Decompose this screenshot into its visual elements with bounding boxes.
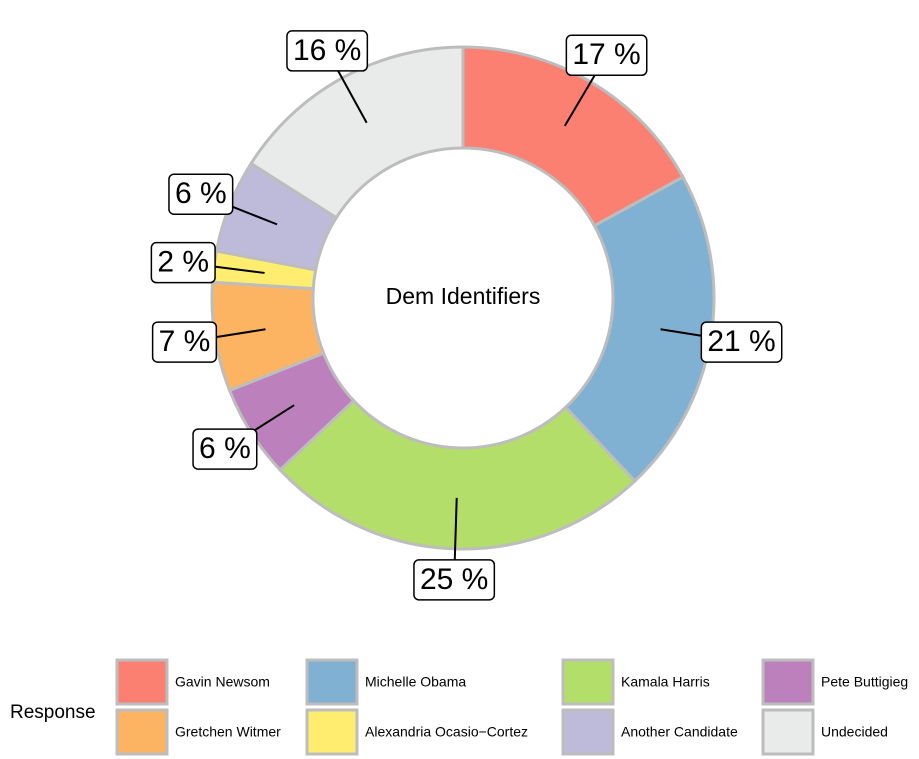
- value-label-text: 7 %: [159, 325, 211, 358]
- legend-key: [115, 708, 169, 756]
- legend-label: Kamala Harris: [621, 674, 710, 690]
- legend-key: [761, 658, 815, 706]
- legend-label: Gavin Newsom: [175, 674, 270, 690]
- legend-label: Gretchen Witmer: [175, 724, 281, 740]
- legend-label: Pete Buttigieg: [821, 674, 908, 690]
- legend-key: [761, 708, 815, 756]
- value-label: 2 %: [150, 241, 216, 284]
- value-label-text: 16 %: [293, 34, 361, 67]
- label-box: [168, 173, 234, 215]
- chart-title: Dem Identifiers: [386, 283, 541, 309]
- value-label: 21 %: [700, 321, 783, 363]
- label-box: [151, 321, 218, 363]
- label-box: [413, 559, 496, 601]
- donut-segment: [249, 45, 465, 220]
- value-label: 17 %: [565, 34, 648, 77]
- legend-key: [561, 658, 615, 706]
- legend-title: Response: [10, 702, 96, 723]
- value-label: 25 %: [413, 559, 496, 601]
- value-label: 6 %: [168, 173, 234, 215]
- value-label-text: 21 %: [707, 325, 775, 358]
- donut-segment: [461, 45, 685, 228]
- legend-label: Michelle Obama: [365, 674, 466, 690]
- value-label-text: 25 %: [420, 563, 488, 596]
- legend-label: Another Candidate: [621, 724, 738, 740]
- value-label: 16 %: [286, 30, 369, 72]
- legend-label: Undecided: [821, 724, 888, 740]
- donut-segment: [277, 398, 637, 551]
- value-label-text: 6 %: [175, 177, 227, 210]
- legend-key: [305, 658, 359, 706]
- value-label: 6 %: [192, 428, 258, 470]
- legend-key: [305, 708, 359, 756]
- value-label-text: 6 %: [199, 432, 251, 465]
- value-label-text: 17 %: [572, 38, 640, 71]
- legend-key: [115, 658, 169, 706]
- legend-key: [561, 708, 615, 756]
- label-box: [192, 428, 258, 470]
- value-label-text: 2 %: [157, 246, 209, 279]
- label-box: [286, 30, 369, 72]
- label-box: [565, 34, 648, 77]
- label-box: [150, 241, 216, 284]
- label-box: [700, 321, 783, 363]
- value-label: 7 %: [151, 321, 218, 363]
- donut-segment: [563, 175, 716, 484]
- legend-label: Alexandria Ocasio−Cortez: [365, 724, 528, 740]
